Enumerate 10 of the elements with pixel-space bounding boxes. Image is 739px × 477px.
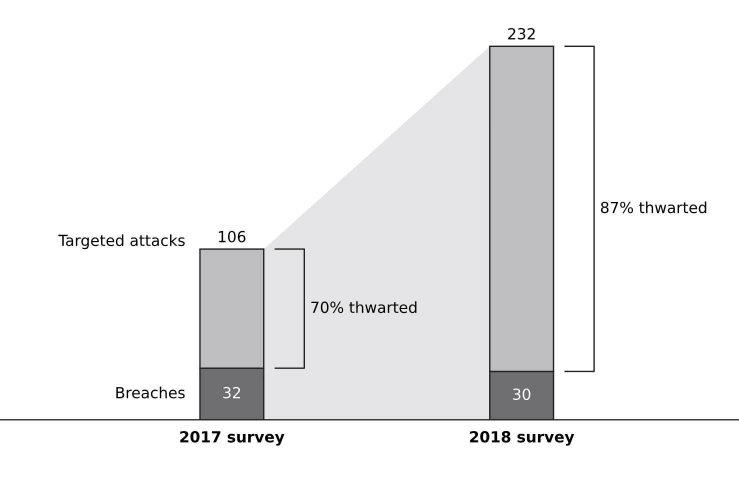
series-label: Targeted attacks: [58, 234, 185, 250]
x-tick-label: 2017 survey: [180, 431, 284, 446]
annotation: 87% thwarted: [600, 201, 706, 214]
data-label: 30: [513, 388, 530, 400]
data-label: 32: [223, 386, 240, 398]
annotation: 70% thwarted: [311, 301, 416, 314]
total-label: 106: [218, 230, 246, 242]
x-tick-label: 2018 survey: [470, 431, 574, 446]
series-label: Breaches: [116, 386, 185, 398]
total-label: 232: [508, 28, 535, 40]
